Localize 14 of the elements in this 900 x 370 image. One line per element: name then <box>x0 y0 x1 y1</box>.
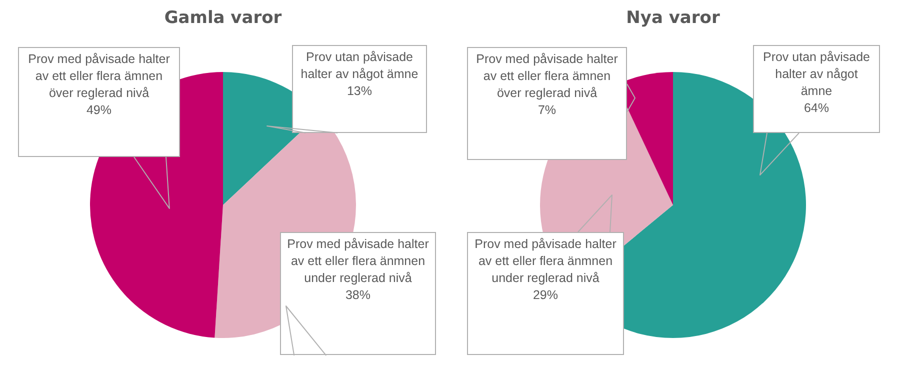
data-label: 7% <box>536 102 558 119</box>
data-label: 64% <box>802 100 830 117</box>
data-label: 29% <box>532 287 560 304</box>
slice-label: Prov med påvisade halter av ett eller flera ämnen över reglerad nivå <box>475 51 619 102</box>
slice-label: Prov med påvisade halter av ett eller flera änmnen under reglerad nivå <box>474 236 617 287</box>
data-label: 38% <box>344 287 372 304</box>
chart-title: Gamla varor <box>163 8 283 28</box>
slice-label: Prov utan påvisade halter av något ämne <box>762 49 871 100</box>
data-label: 13% <box>346 83 374 100</box>
chart-title: Nya varor <box>625 8 721 28</box>
slice-label: Prov med påvisade halter av ett eller flera änmnen under reglerad nivå <box>287 236 429 287</box>
slice-label: Prov utan påvisade halter av något ämne <box>300 49 420 83</box>
slice-label: Prov med påvisade halter av ett eller flera ämnen över reglerad nivå <box>27 51 171 102</box>
data-label: 49% <box>85 102 113 119</box>
